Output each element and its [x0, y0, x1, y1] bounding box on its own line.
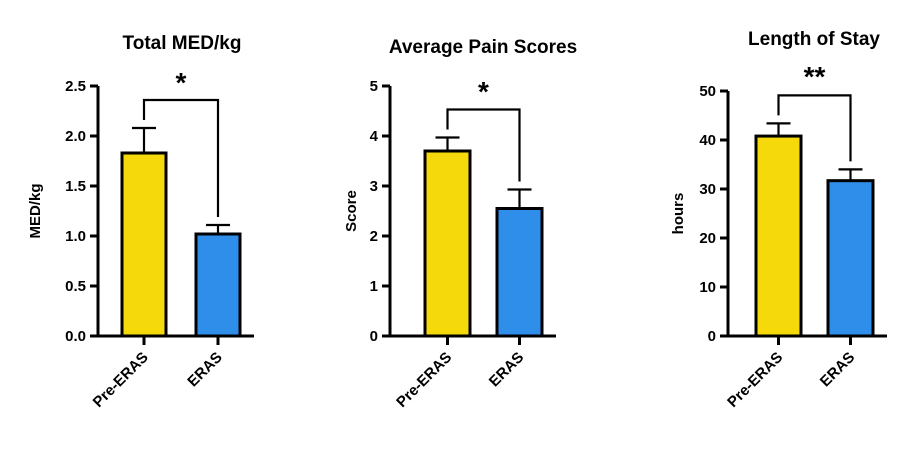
y-axis-title: MED/kg [27, 183, 44, 238]
x-tick-label: ERAS [817, 349, 858, 390]
y-tick-label: 3 [370, 178, 378, 195]
y-tick-label: 0.0 [65, 328, 86, 345]
significance-bracket [446, 108, 521, 182]
chart-panel: Total MED/kg MED/kg Pre-ERAS ERAS 0.0 0.5 1.0 1… [27, 33, 254, 411]
y-tick-label: 5 [370, 78, 378, 95]
y-tick-label: 1.5 [65, 178, 86, 195]
y-tick-label: 0.5 [65, 278, 86, 295]
bar-eras [826, 179, 875, 338]
x-tick-label: Pre-ERAS [90, 349, 152, 411]
y-tick-label: 40 [699, 132, 716, 149]
y-tick-label: 1.0 [65, 228, 86, 245]
bar-pre-eras [423, 149, 472, 338]
bar-eras [194, 232, 242, 338]
chart-title: Average Pain Scores [389, 37, 577, 58]
y-tick-label: 30 [699, 181, 716, 198]
y-axis-title: Score [343, 190, 360, 232]
x-tick-label: ERAS [184, 349, 225, 390]
y-tick-label: 2 [370, 228, 378, 245]
y-tick-label: 0 [708, 328, 716, 345]
y-tick-label: 2.0 [65, 128, 86, 145]
y-tick-label: 2.5 [65, 78, 86, 95]
chart-title: Length of Stay [748, 29, 880, 50]
y-axis-title: hours [670, 193, 687, 235]
bar-pre-eras [120, 151, 168, 338]
chart-title: Total MED/kg [123, 33, 242, 54]
y-tick-label: 10 [699, 279, 716, 296]
x-tick-label: Pre-ERAS [393, 349, 455, 411]
significance-bracket [142, 98, 220, 217]
x-tick-label: ERAS [486, 349, 527, 390]
y-tick-label: 4 [370, 128, 379, 145]
significance-bracket [777, 94, 852, 162]
bar-pre-eras [754, 134, 803, 338]
y-tick-label: 50 [699, 83, 716, 100]
y-tick-label: 20 [699, 230, 716, 247]
significance-label: ** [804, 61, 826, 92]
y-tick-label: 1 [370, 278, 378, 295]
y-tick-label: 0 [370, 328, 378, 345]
bar-eras [495, 207, 544, 338]
x-tick-label: Pre-ERAS [724, 349, 786, 411]
significance-label: * [478, 76, 489, 107]
significance-label: * [176, 67, 187, 98]
chart-panel: Length of Stay hours Pre-ERAS ERAS 0 10 20 30 40… [670, 29, 887, 411]
chart-panel: Average Pain Scores Score Pre-ERAS ERAS 0 1 2 3… [343, 37, 577, 411]
